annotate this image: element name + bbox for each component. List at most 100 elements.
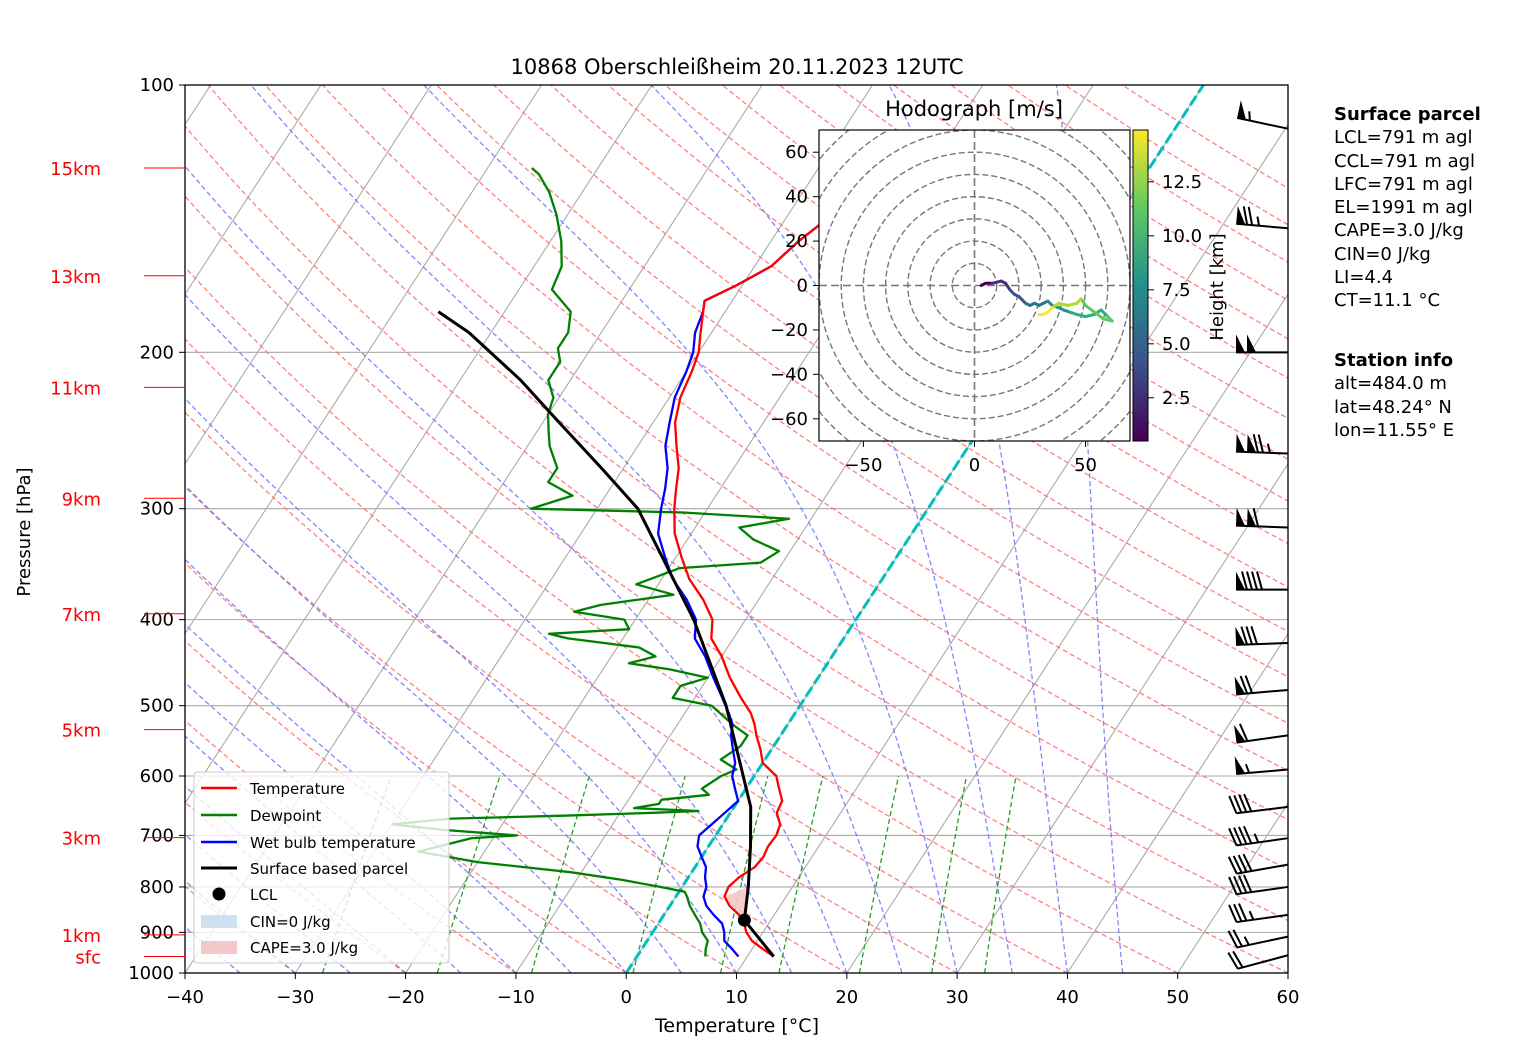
wind-barb bbox=[1236, 571, 1288, 591]
wind-barb-half-flag bbox=[1248, 111, 1251, 121]
height-label: 3km bbox=[62, 829, 101, 850]
y-tick-label: 600 bbox=[140, 766, 174, 787]
dry-adiabat-line bbox=[321, 85, 1288, 772]
station-longitude: lon=11.55° E bbox=[1334, 419, 1455, 441]
wind-barb-flag bbox=[1251, 571, 1258, 590]
x-axis-ticks: −40 −30 −20 −10 0 10 20 30 40 50 60 bbox=[166, 973, 1299, 1008]
wind-barb-flag bbox=[1232, 929, 1243, 947]
dry-adiabat-line bbox=[379, 85, 1288, 724]
hodograph-plot bbox=[819, 130, 1130, 441]
dry-adiabat-line bbox=[185, 195, 1288, 973]
wind-barb-flag bbox=[1233, 827, 1243, 846]
dry-adiabat-line bbox=[185, 125, 1288, 922]
wind-barb-staff bbox=[1236, 116, 1289, 130]
wind-barb bbox=[1227, 929, 1289, 949]
surface-parcel-lcl: LCL=791 m agl bbox=[1334, 127, 1473, 149]
wind-barb-flag bbox=[1245, 626, 1253, 645]
x-tick-label: 20 bbox=[835, 987, 858, 1008]
wind-barb-flag bbox=[1227, 930, 1239, 948]
wind-barb bbox=[1228, 793, 1289, 815]
wind-barb-pennant bbox=[1247, 508, 1257, 527]
x-tick-label: 10 bbox=[725, 987, 748, 1008]
wind-barb-pennant bbox=[1234, 676, 1246, 695]
wind-barb bbox=[1234, 675, 1289, 696]
hodograph-x-tick-label: −50 bbox=[844, 455, 882, 476]
colorbar-tick-label: 5.0 bbox=[1162, 334, 1191, 355]
dry-adiabat-line bbox=[185, 411, 958, 973]
wind-barb-flag bbox=[1242, 825, 1253, 844]
y-tick-label: 100 bbox=[140, 75, 174, 96]
colorbar-tick-label: 10.0 bbox=[1162, 226, 1202, 247]
station-altitude: alt=484.0 m bbox=[1334, 373, 1447, 395]
surface-parcel-el: EL=1991 m agl bbox=[1334, 197, 1473, 219]
dry-adiabat-line bbox=[436, 85, 1288, 678]
chart-title: 10868 Oberschleißheim 20.11.2023 12UTC bbox=[511, 55, 964, 79]
wind-barb-flag bbox=[1233, 903, 1243, 922]
wind-barb-flag bbox=[1241, 571, 1248, 590]
y-tick-label: 300 bbox=[140, 499, 174, 520]
y-tick-label: 700 bbox=[140, 825, 174, 846]
wind-barb bbox=[1228, 825, 1289, 847]
wind-barb-flag bbox=[1252, 434, 1259, 453]
wind-barb-flag bbox=[1252, 508, 1259, 527]
wind-barb bbox=[1236, 100, 1289, 130]
wind-barb-pennant bbox=[1236, 433, 1246, 452]
isotherm-line bbox=[185, 85, 322, 296]
x-tick-label: 40 bbox=[1056, 987, 1079, 1008]
y-tick-label: 1000 bbox=[128, 963, 174, 984]
legend-lcl-label: LCL bbox=[250, 886, 278, 904]
hodograph-y-tick-label: −40 bbox=[770, 364, 808, 385]
wind-barb-pennant bbox=[1236, 205, 1246, 225]
hodograph-segment bbox=[1057, 301, 1070, 307]
legend: Temperature Dewpoint Wet bulb temperatur… bbox=[193, 771, 450, 964]
y-axis-label: Pressure [hPa] bbox=[14, 467, 35, 596]
surface-parcel-panel: Surface parcel LCL=791 m agl CCL=791 m a… bbox=[1334, 103, 1481, 313]
wind-barb-flag bbox=[1242, 874, 1253, 893]
wind-barb-flag bbox=[1256, 571, 1263, 590]
wind-barb-half-flag bbox=[1244, 763, 1251, 774]
mixing-ratio-line bbox=[530, 775, 590, 973]
moist-adiabat-line bbox=[185, 397, 738, 973]
height-label: sfc bbox=[75, 947, 101, 968]
wind-barb-half-flag bbox=[1266, 443, 1271, 454]
x-tick-label: 50 bbox=[1166, 987, 1189, 1008]
wind-barb-staff bbox=[1236, 768, 1289, 776]
wind-barb-flag bbox=[1239, 675, 1249, 694]
wind-barb bbox=[1235, 507, 1289, 529]
y-tick-label: 500 bbox=[140, 696, 174, 717]
isotherm-line bbox=[185, 85, 653, 805]
y-tick-label: 200 bbox=[140, 342, 174, 363]
colorbar-tick-label: 7.5 bbox=[1162, 280, 1191, 301]
x-tick-label: 0 bbox=[620, 987, 631, 1008]
hodograph: Hodograph [m/s] −50 0 50 −60 −40 −20 0 20 40 60 2… bbox=[770, 97, 1228, 476]
wind-barb-flag bbox=[1238, 794, 1248, 813]
wind-barb-flag bbox=[1239, 723, 1249, 742]
height-label: 1km bbox=[62, 926, 101, 947]
surface-parcel-ct: CT=11.1 °C bbox=[1334, 290, 1441, 312]
moist-adiabat-line bbox=[423, 85, 958, 973]
wind-barb-flag bbox=[1233, 875, 1243, 894]
wind-barb-flag bbox=[1238, 826, 1248, 845]
wind-barb-pennant bbox=[1236, 334, 1245, 353]
wind-barb-pennant bbox=[1236, 507, 1246, 526]
wind-barb-staff bbox=[1236, 805, 1289, 815]
hodograph-segment bbox=[1084, 312, 1096, 319]
wind-barb-pennant bbox=[1234, 756, 1246, 775]
height-label: 11km bbox=[50, 378, 101, 399]
wind-barb-pennant bbox=[1247, 334, 1256, 353]
y-tick-label: 800 bbox=[140, 877, 174, 898]
legend-temperature-label: Temperature bbox=[249, 780, 345, 798]
surface-parcel-lfc: LFC=791 m agl bbox=[1334, 173, 1473, 195]
mixing-ratio-line bbox=[858, 775, 900, 973]
wind-barb-flag bbox=[1228, 904, 1238, 923]
surface-parcel-cin: CIN=0 J/kg bbox=[1334, 243, 1431, 265]
hodograph-y-tick-label: 40 bbox=[785, 187, 808, 208]
isotherm-line bbox=[1177, 802, 1288, 973]
zero-isotherm-line bbox=[624, 85, 1205, 973]
wind-barb-staff bbox=[1236, 863, 1289, 875]
colorbar bbox=[1132, 129, 1149, 442]
x-tick-label: −20 bbox=[387, 987, 425, 1008]
x-tick-label: −10 bbox=[497, 987, 535, 1008]
wind-barb-pennant bbox=[1237, 100, 1246, 120]
